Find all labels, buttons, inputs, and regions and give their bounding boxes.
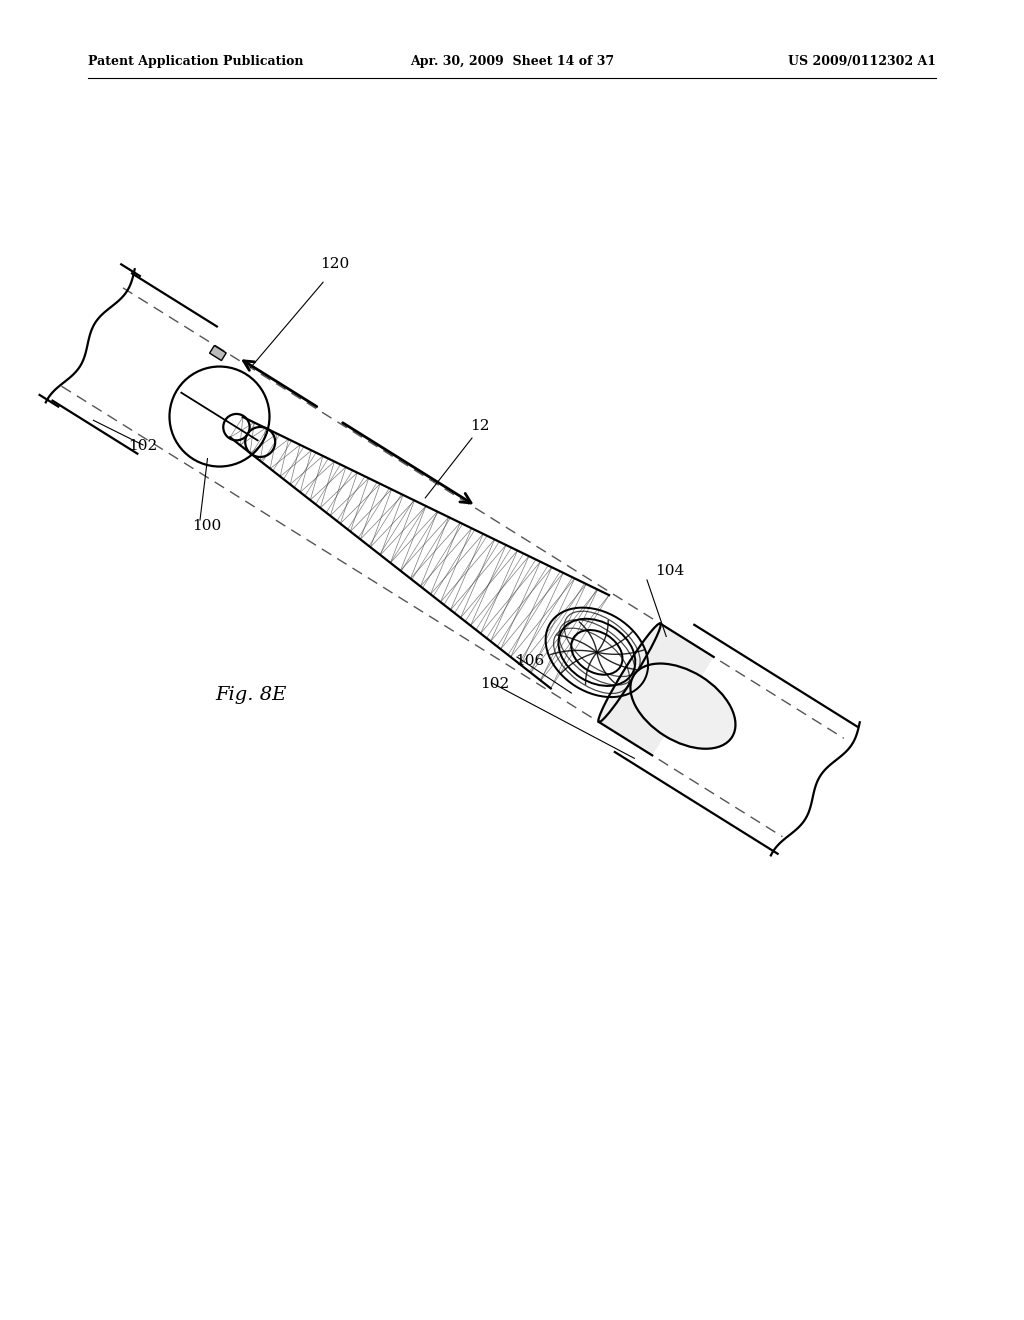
- Text: 102: 102: [480, 677, 509, 690]
- Text: 104: 104: [655, 564, 684, 578]
- Text: 12: 12: [470, 418, 489, 433]
- Polygon shape: [599, 623, 714, 755]
- Bar: [210, 346, 226, 360]
- Text: 100: 100: [193, 519, 221, 533]
- Text: 106: 106: [515, 653, 544, 668]
- Text: 102: 102: [128, 440, 158, 453]
- Ellipse shape: [598, 623, 660, 722]
- Text: Patent Application Publication: Patent Application Publication: [88, 55, 303, 69]
- Text: 120: 120: [319, 257, 349, 271]
- Ellipse shape: [631, 664, 735, 748]
- Text: US 2009/0112302 A1: US 2009/0112302 A1: [788, 55, 936, 69]
- Text: Fig. 8E: Fig. 8E: [215, 686, 287, 704]
- Text: Apr. 30, 2009  Sheet 14 of 37: Apr. 30, 2009 Sheet 14 of 37: [410, 55, 614, 69]
